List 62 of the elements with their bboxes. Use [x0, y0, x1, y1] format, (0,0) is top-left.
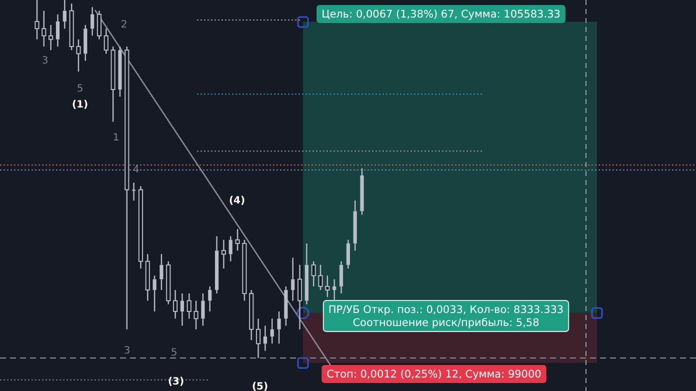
annotation: Соотношение риск/прибыль: 5,58 [352, 317, 540, 330]
candlestick [346, 239, 350, 270]
candlestick [277, 310, 281, 344]
annotation: ПР/УБ Откр. поз.: 0,0033, Кол-во: 8333.333 [328, 304, 564, 316]
candlestick [152, 275, 156, 312]
candlestick [249, 289, 254, 341]
candlestick [304, 242, 308, 305]
candlestick [48, 24, 54, 51]
annotation: 5 [76, 84, 84, 94]
annotation: 4 [132, 164, 140, 176]
candlestick [221, 239, 226, 270]
annotation: Цель: 0,0067 (1,38%) 67, Сумма: 105583.33 [322, 8, 560, 21]
candlestick [242, 239, 247, 302]
candlestick [208, 286, 212, 312]
candlestick [214, 236, 219, 294]
candlestick [90, 6, 94, 36]
candlestick [339, 260, 344, 294]
candlestick [201, 292, 205, 326]
candlestick [263, 325, 267, 352]
text: Стоп: 0,0012 (0,25%) 12, Сумма: 99000 [326, 368, 542, 381]
annotation: 5 [170, 348, 178, 358]
annotation: (4) [228, 196, 246, 206]
candlestick [235, 228, 240, 252]
candlestick [34, 0, 40, 40]
candlestick [69, 2, 74, 51]
candlestick [138, 186, 144, 270]
annotation: 3 [124, 346, 130, 356]
candlestick [118, 46, 122, 98]
candlestick [104, 28, 108, 54]
candlestick [194, 300, 198, 330]
text: (5) [252, 382, 268, 391]
candlestick [353, 200, 357, 252]
candlestick [124, 46, 130, 330]
candlestick [62, 0, 66, 30]
text: (3) [168, 376, 184, 388]
annotation: 1 [112, 132, 120, 144]
candlestick [284, 286, 288, 326]
candlestick [84, 24, 88, 62]
candlestick [96, 10, 102, 40]
candlestick [256, 318, 261, 359]
candlestick [270, 318, 274, 344]
candlestick [332, 278, 336, 302]
annotation: (1) [72, 100, 88, 110]
candlestick [311, 260, 316, 287]
candlestick [173, 289, 178, 320]
candlestick [297, 264, 302, 330]
candlestick [228, 236, 232, 262]
candlestick [132, 182, 136, 202]
candlestick [145, 254, 150, 302]
candlestick [291, 257, 295, 302]
candlestick [186, 292, 192, 320]
candlestick [160, 254, 164, 291]
annotation: 3 [42, 56, 48, 66]
candlestick [180, 292, 184, 326]
candlestick [110, 46, 116, 122]
annotation: 2 [120, 20, 128, 30]
candlestick [42, 10, 46, 48]
candlestick [76, 38, 81, 72]
candlestick [318, 264, 323, 291]
candlestick [325, 275, 330, 298]
candlestick [360, 168, 364, 216]
candlestick [56, 14, 60, 48]
